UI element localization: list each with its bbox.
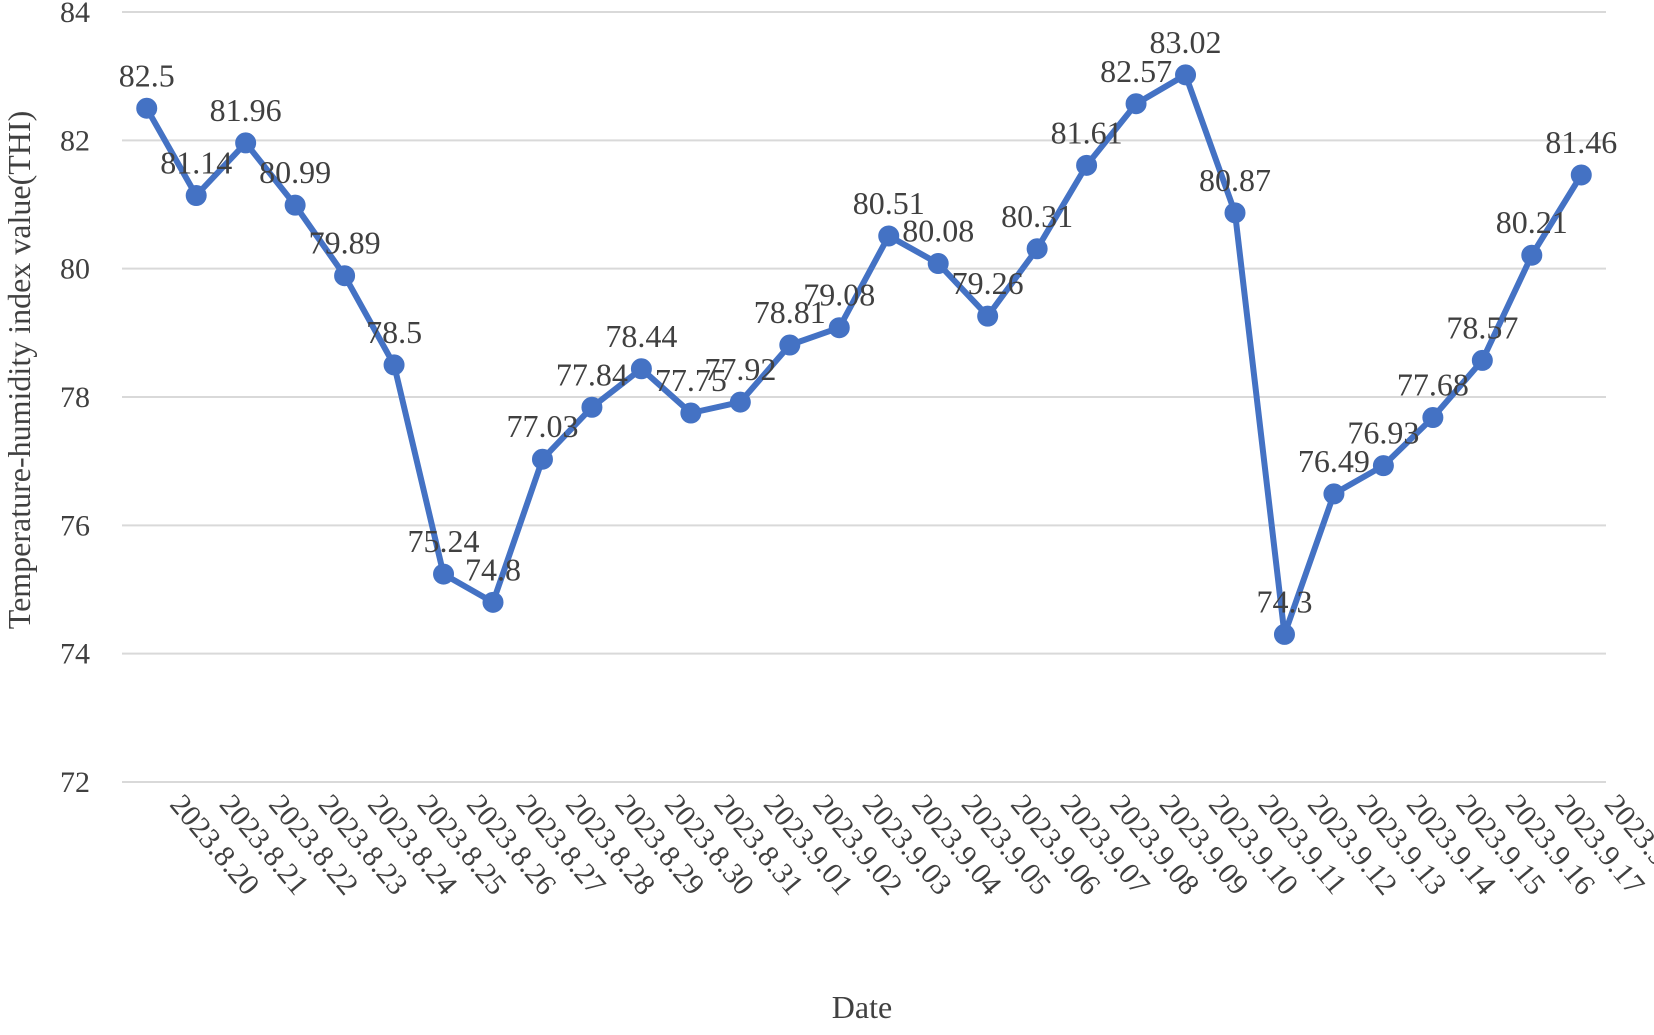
data-point [1026, 238, 1048, 260]
data-point [531, 448, 553, 470]
x-tick-labels: 2023.8.202023.8.212023.8.222023.8.232023… [163, 788, 1654, 901]
data-label: 74.3 [1256, 583, 1312, 619]
data-label: 81.46 [1545, 124, 1617, 160]
data-point [383, 354, 405, 376]
data-label: 77.84 [556, 356, 628, 392]
data-point [1125, 93, 1147, 115]
data-label: 82.57 [1100, 53, 1172, 89]
data-label: 80.51 [853, 185, 925, 221]
data-label: 79.26 [952, 265, 1024, 301]
data-point [1422, 407, 1444, 429]
data-point [927, 253, 949, 275]
y-tick-label: 80 [60, 253, 90, 286]
y-axis-title: Temperature-humidity index value(THI) [1, 111, 37, 629]
data-point [1570, 164, 1592, 186]
data-label: 77.75 [655, 362, 727, 398]
data-label: 78.81 [754, 294, 826, 330]
data-label: 79.89 [309, 225, 381, 261]
data-label: 81.14 [160, 145, 232, 181]
data-label: 77.92 [704, 351, 776, 387]
data-label: 77.03 [506, 408, 578, 444]
data-label: 80.99 [259, 154, 331, 190]
data-point [581, 396, 603, 418]
series-line [143, 71, 1585, 638]
data-point [1273, 623, 1295, 645]
data-label: 80.08 [902, 213, 974, 249]
y-tick-label: 72 [60, 766, 90, 799]
y-tick-labels: 72 74 76 78 80 82 84 [60, 0, 90, 799]
data-label: 78.44 [605, 318, 677, 354]
series-line-group [136, 64, 1592, 645]
data-label: 80.31 [1001, 198, 1073, 234]
y-tick-label: 74 [60, 638, 90, 671]
data-point [1175, 64, 1197, 86]
data-point [630, 358, 652, 380]
data-label: 76.93 [1347, 415, 1419, 451]
data-label: 80.87 [1199, 162, 1271, 198]
data-label: 76.49 [1298, 443, 1370, 479]
data-label: 74.8 [465, 551, 521, 587]
data-label: 80.21 [1496, 204, 1568, 240]
data-point [1372, 455, 1394, 477]
y-tick-label: 78 [60, 381, 90, 414]
data-point [878, 225, 900, 247]
data-point [1521, 244, 1543, 266]
data-point [828, 317, 850, 339]
data-point [136, 97, 158, 119]
data-point [1471, 349, 1493, 371]
data-point [680, 402, 702, 424]
data-point [1076, 154, 1098, 176]
data-point [433, 563, 455, 585]
data-point [284, 194, 306, 216]
data-point [779, 334, 801, 356]
data-point [1224, 202, 1246, 224]
data-label: 79.08 [803, 277, 875, 313]
data-label: 81.96 [210, 92, 282, 128]
data-label: 75.24 [408, 523, 480, 559]
gridlines [122, 11, 1606, 783]
data-point [1323, 483, 1345, 505]
data-label: 78.57 [1446, 309, 1518, 345]
x-axis-title: Date [832, 989, 892, 1025]
data-label: 83.02 [1150, 24, 1222, 60]
data-point [334, 265, 356, 287]
data-point [185, 185, 207, 207]
y-tick-label: 82 [60, 124, 90, 157]
data-label: 77.68 [1397, 367, 1469, 403]
data-label: 82.5 [119, 57, 175, 93]
y-tick-label: 76 [60, 509, 90, 542]
data-point [235, 132, 257, 154]
data-label: 78.5 [366, 314, 422, 350]
data-label: 81.61 [1051, 114, 1123, 150]
y-tick-label: 84 [60, 0, 90, 29]
data-point [482, 591, 504, 613]
data-point [729, 391, 751, 413]
data-point [977, 305, 999, 327]
